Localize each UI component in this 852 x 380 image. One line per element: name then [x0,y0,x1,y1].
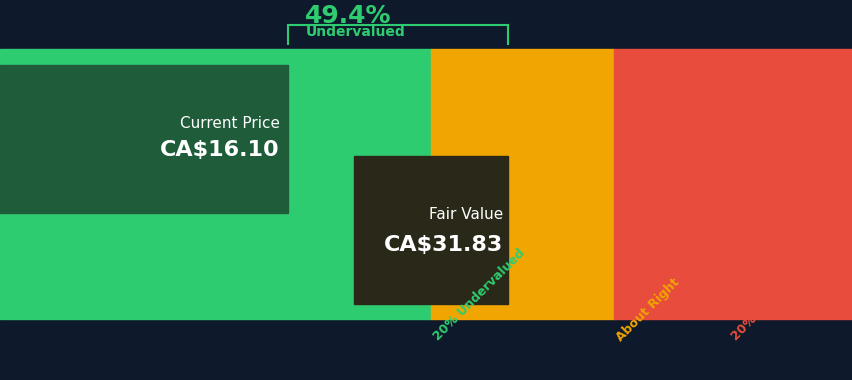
Text: CA$16.10: CA$16.10 [160,140,279,160]
Bar [0,304,430,319]
Bar [613,304,852,319]
Bar [354,155,507,304]
Text: CA$31.83: CA$31.83 [383,235,503,255]
Bar [430,304,613,319]
Text: About Right: About Right [613,276,682,344]
Bar [430,65,613,304]
Text: Fair Value: Fair Value [429,207,503,222]
Text: 49.4%: 49.4% [305,4,391,28]
Text: 20% Overvalued: 20% Overvalued [728,253,819,344]
Bar [430,49,613,65]
Text: Undervalued: Undervalued [305,25,405,39]
Bar [0,65,288,213]
Text: Current Price: Current Price [180,116,279,131]
Bar [613,49,852,65]
Bar [0,49,430,65]
Bar [0,65,430,304]
Text: 20% Undervalued: 20% Undervalued [430,247,527,344]
Bar [613,65,852,304]
